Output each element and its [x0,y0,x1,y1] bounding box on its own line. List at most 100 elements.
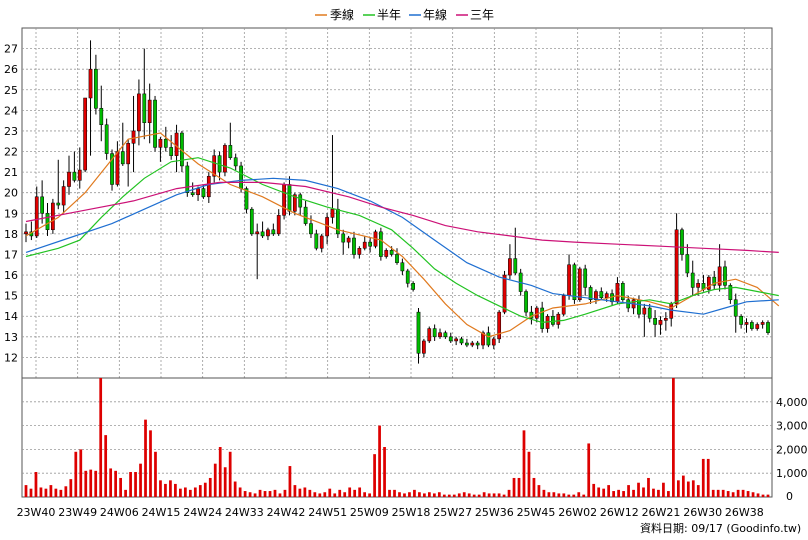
volume-bar [726,491,730,497]
candle-body [422,340,426,354]
x-tick-label: 24W24 [183,506,222,519]
x-tick-label: 24W06 [100,506,139,519]
candle-body [233,157,238,167]
candle-body [685,254,690,274]
candle-body [508,258,512,276]
volume-bar [268,491,272,497]
candle-body [276,215,281,235]
volume-bar [223,467,227,497]
volume-bar [507,489,511,497]
x-tick-label: 26W38 [725,506,764,519]
candle-body [556,313,561,325]
legend-label-year: 年線 [423,7,447,22]
moving-average-line [25,177,779,315]
price-y-axis: 12 13 14 15 16 17 18 19 20 21 22 23 24 25 26 27 [4,43,18,365]
candle-body [185,165,190,193]
candle-body [174,132,179,156]
candle-body [357,248,362,255]
candle-body [642,307,647,315]
price-tick-label: 27 [4,43,18,56]
x-tick-label: 23W40 [17,506,56,519]
candle-body [223,145,227,173]
volume-bar [328,488,332,497]
volume-bar [647,477,650,497]
candle-body [760,322,765,325]
x-tick-label: 26W02 [558,506,597,519]
candle-body [438,332,442,338]
volume-bar [403,493,406,497]
volume-bar [278,493,282,497]
candle-body [389,250,394,255]
candle-body [620,283,625,301]
candle-body [717,266,722,286]
volume-bar [348,487,352,497]
candle-body [309,223,313,235]
volume-bar [393,489,396,497]
volume-bar [657,489,660,497]
candle-body [110,153,114,185]
volume-bar [368,493,371,497]
volume-grid [22,401,772,474]
volume-bar [243,491,247,497]
volume-bar [562,493,566,497]
candle-body [491,338,496,346]
volume-bar [602,488,606,497]
candle-body [723,266,727,286]
volume-bar [333,493,337,497]
candle-body [728,285,733,301]
volume-bar [592,483,596,497]
volume-bar [169,480,172,497]
volume-plot-frame [21,377,773,498]
volume-bar [94,470,98,497]
candle-body [561,295,566,315]
volume-bar [706,458,710,497]
candle-body [712,276,717,286]
volume-bar [233,481,237,497]
volume-bar [248,492,252,497]
volume-bar [383,447,386,497]
candle-body [292,194,297,212]
volume-bar [467,493,471,497]
volume-bar [193,487,197,497]
volume-bar [547,492,551,497]
volume-bar [174,483,177,497]
volume-bar [373,454,376,497]
candle-body [755,324,760,329]
candle-body [303,206,308,224]
volume-bars [24,378,770,497]
candle-body [733,299,738,317]
volume-bar [164,483,167,497]
volume-bar [686,481,690,497]
candle-body [395,254,399,263]
volume-bar [273,489,277,497]
volume-bar [642,487,645,497]
price-tick-label: 13 [4,331,18,344]
candle-body [443,332,448,338]
candle-body [266,229,270,237]
volume-bar [363,492,367,497]
candle-body [212,155,217,177]
volume-bar [408,492,411,497]
candle-body [352,237,356,255]
candle-body [594,291,598,301]
candle-body [34,196,39,237]
volume-bar [318,493,322,497]
moving-average-line [25,157,779,324]
candle-body [335,208,340,235]
candle-body [61,186,66,206]
price-tick-label: 24 [4,104,18,117]
price-tick-label: 17 [4,248,18,261]
volume-bar [462,492,466,497]
volume-bar [427,492,431,497]
volume-bar [432,493,436,497]
volume-bar [691,480,695,497]
volume-bar [622,491,625,497]
candle-body [196,188,200,196]
volume-bar [388,489,391,497]
volume-bar [293,485,297,497]
candle-body [244,188,249,210]
volume-bar [39,487,43,497]
volume-bar [627,485,630,497]
volume-bar [502,494,506,497]
candle-body [88,68,93,99]
